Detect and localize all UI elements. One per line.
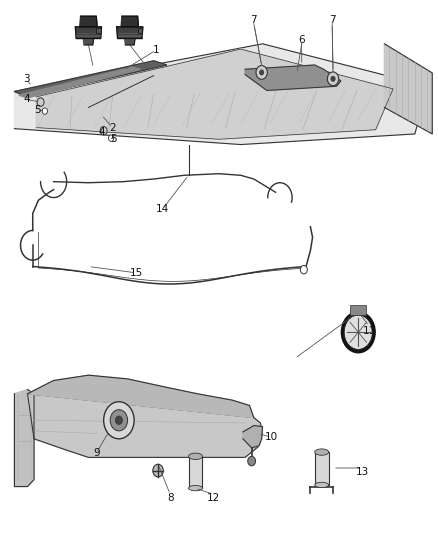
Polygon shape	[83, 38, 94, 45]
Text: 8: 8	[167, 492, 173, 503]
Polygon shape	[385, 44, 432, 134]
Circle shape	[100, 126, 107, 135]
Ellipse shape	[315, 449, 328, 455]
Circle shape	[256, 66, 267, 79]
Circle shape	[259, 70, 264, 75]
Circle shape	[37, 98, 44, 107]
Bar	[96, 28, 101, 33]
Polygon shape	[28, 394, 262, 457]
Text: 13: 13	[356, 467, 369, 477]
Bar	[138, 28, 142, 33]
Text: 10: 10	[265, 432, 278, 442]
Circle shape	[153, 464, 163, 477]
Polygon shape	[124, 38, 135, 45]
Text: 11: 11	[363, 326, 376, 336]
Polygon shape	[19, 67, 141, 98]
Polygon shape	[28, 375, 254, 418]
Text: 12: 12	[207, 492, 220, 503]
Text: 5: 5	[110, 134, 117, 144]
Polygon shape	[75, 27, 102, 38]
Bar	[350, 305, 366, 315]
Polygon shape	[117, 27, 143, 38]
Circle shape	[104, 402, 134, 439]
Circle shape	[344, 315, 372, 349]
Text: 7: 7	[251, 15, 257, 26]
Circle shape	[248, 456, 255, 466]
Polygon shape	[36, 49, 393, 139]
Circle shape	[327, 72, 339, 86]
Circle shape	[116, 416, 122, 424]
Circle shape	[331, 76, 335, 82]
Text: 9: 9	[93, 448, 99, 458]
Bar	[188, 456, 202, 488]
Text: 4: 4	[23, 94, 30, 104]
Text: 4: 4	[98, 127, 105, 137]
Polygon shape	[121, 16, 138, 27]
Polygon shape	[14, 390, 34, 487]
Text: 2: 2	[109, 123, 116, 133]
Bar	[315, 452, 328, 485]
Polygon shape	[14, 44, 428, 144]
Ellipse shape	[188, 453, 202, 459]
Polygon shape	[245, 65, 341, 91]
Text: 1: 1	[152, 45, 159, 55]
Ellipse shape	[188, 486, 202, 491]
Circle shape	[42, 108, 47, 114]
Text: 14: 14	[156, 204, 169, 214]
Polygon shape	[14, 61, 167, 97]
Ellipse shape	[315, 482, 328, 488]
Text: 6: 6	[298, 35, 305, 45]
Circle shape	[110, 410, 127, 431]
Text: 5: 5	[34, 104, 40, 115]
Polygon shape	[80, 16, 97, 27]
Polygon shape	[243, 425, 262, 448]
Text: 7: 7	[329, 15, 336, 26]
Circle shape	[342, 312, 375, 352]
Text: 3: 3	[23, 74, 30, 84]
Text: 15: 15	[130, 268, 143, 278]
Circle shape	[300, 265, 307, 274]
Circle shape	[109, 135, 114, 141]
